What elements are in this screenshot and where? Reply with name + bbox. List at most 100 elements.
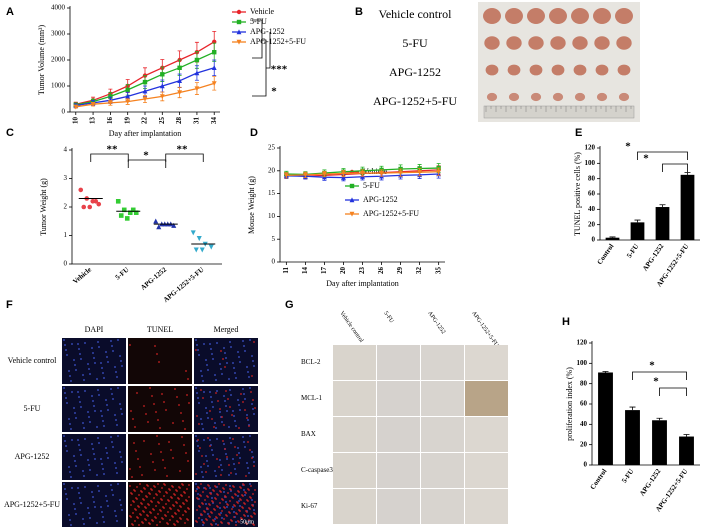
nucleus — [82, 422, 84, 424]
tunel-signal — [186, 488, 188, 490]
tunel-signal — [225, 390, 227, 392]
tunel-signal — [158, 443, 160, 445]
tunel-signal — [169, 489, 171, 491]
ihc-image — [421, 381, 464, 416]
nucleus — [198, 402, 200, 404]
nucleus — [115, 419, 117, 421]
nucleus — [65, 397, 67, 399]
nucleus — [246, 414, 248, 416]
row-label: 5-FU — [402, 36, 428, 50]
ihc-image — [421, 345, 464, 380]
tunel-signal — [157, 419, 159, 421]
marker — [398, 170, 403, 176]
panel-label: F — [6, 299, 13, 311]
marker — [96, 201, 102, 207]
marker — [341, 171, 346, 177]
nucleus — [64, 344, 66, 346]
tunel-signal — [231, 520, 233, 522]
nucleus — [205, 407, 207, 409]
fluorescence-image — [62, 482, 126, 527]
tumor — [596, 92, 608, 102]
nucleus — [117, 435, 119, 437]
x-tick-label: Vehicle — [71, 266, 93, 286]
error-bar — [602, 371, 609, 373]
tunel-signal — [213, 520, 215, 522]
x-tick-label: 35 — [434, 267, 442, 275]
nucleus — [69, 423, 71, 425]
nucleus — [216, 342, 218, 344]
nucleus — [91, 347, 93, 349]
nucleus — [73, 407, 75, 409]
tunel-signal — [135, 509, 137, 511]
nucleus — [111, 441, 113, 443]
nucleus — [79, 497, 81, 499]
nucleus — [73, 503, 75, 505]
tunel-signal — [129, 468, 131, 470]
tunel-signal — [224, 366, 226, 368]
tunel-signal — [176, 490, 178, 492]
marker — [108, 94, 113, 99]
nucleus — [71, 487, 73, 489]
tunel-signal — [218, 483, 220, 485]
nucleus — [89, 421, 91, 423]
row-label: APG-1252 — [389, 65, 441, 79]
marker — [349, 211, 355, 217]
nucleus — [93, 501, 95, 503]
nucleus — [110, 484, 112, 486]
nucleus — [237, 495, 239, 497]
tunel-signal — [253, 524, 255, 526]
tunel-signal — [200, 495, 202, 497]
column-label: Merged — [214, 325, 239, 334]
marker — [194, 86, 200, 92]
marker — [87, 204, 93, 210]
nucleus — [121, 413, 123, 415]
tunel-signal — [141, 491, 143, 493]
tunel-signal — [178, 510, 180, 512]
bar — [630, 222, 645, 240]
nucleus — [202, 524, 204, 526]
nucleus — [73, 359, 75, 361]
x-tick-label: 5-FU — [114, 266, 131, 282]
row-label: Vehicle control — [379, 7, 453, 21]
marker — [115, 199, 121, 204]
marker — [193, 247, 199, 253]
nucleus — [88, 512, 90, 514]
ihc-image — [333, 489, 376, 524]
nucleus — [98, 394, 100, 396]
tunel-signal — [246, 511, 248, 513]
tumor — [616, 36, 632, 50]
nucleus — [253, 461, 255, 463]
tunel-signal — [138, 506, 140, 508]
nucleus — [238, 500, 240, 502]
nucleus — [206, 364, 208, 366]
tumor — [508, 92, 520, 102]
y-tick-label: 4 — [64, 146, 68, 154]
tunel-signal — [147, 485, 149, 487]
nucleus — [228, 378, 230, 380]
y-tick-label: 60 — [588, 190, 596, 198]
nucleus — [244, 398, 246, 400]
tunel-signal — [205, 471, 207, 473]
marker — [78, 187, 84, 193]
nucleus — [110, 340, 112, 342]
bar — [680, 174, 695, 240]
annotation: * — [649, 360, 655, 372]
x-tick-label: Control — [596, 242, 616, 266]
nucleus — [234, 468, 236, 470]
y-tick-label: 1 — [64, 231, 68, 239]
tunel-signal — [163, 401, 165, 403]
nucleus — [107, 409, 109, 411]
marker — [125, 87, 130, 93]
tumor — [593, 8, 611, 24]
ihc-image — [333, 345, 376, 380]
error-bar — [659, 204, 666, 208]
nucleus — [197, 445, 199, 447]
panel-label: B — [355, 6, 363, 18]
nucleus — [70, 476, 72, 478]
nucleus — [215, 475, 217, 477]
legend-label: APG-1252+5-FU — [250, 37, 306, 46]
ihc-image — [465, 453, 508, 488]
nucleus — [219, 363, 221, 365]
tunel-signal — [196, 521, 198, 523]
significance-bracket — [90, 153, 129, 162]
